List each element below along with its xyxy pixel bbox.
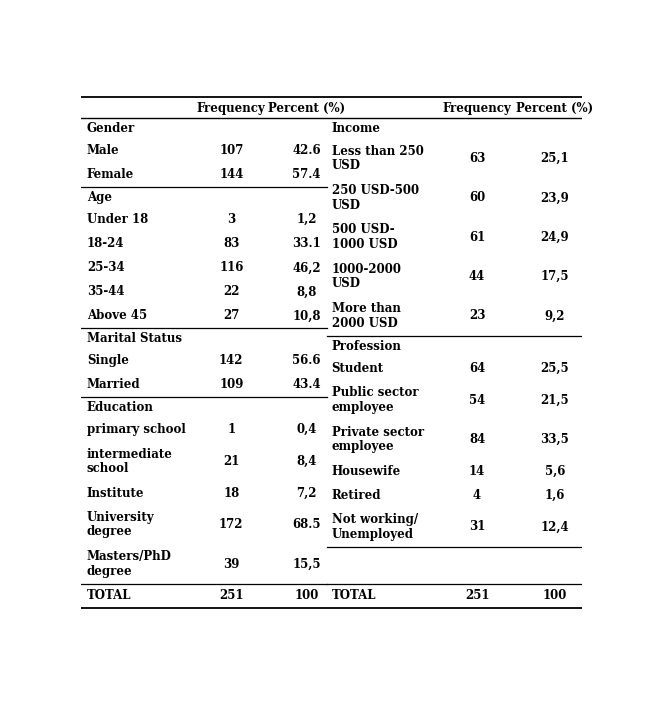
Text: 251: 251: [465, 589, 489, 602]
Text: Gender: Gender: [87, 122, 135, 136]
Text: Under 18: Under 18: [87, 213, 148, 226]
Text: 84: 84: [469, 433, 485, 446]
Text: Single: Single: [87, 354, 129, 367]
Text: 23: 23: [468, 310, 485, 322]
Text: 43.4: 43.4: [292, 378, 321, 391]
Text: 100: 100: [294, 589, 319, 602]
Text: Private sector
employee: Private sector employee: [332, 426, 424, 453]
Text: More than
2000 USD: More than 2000 USD: [332, 302, 400, 329]
Text: Profession: Profession: [332, 340, 401, 353]
Text: 54: 54: [469, 393, 485, 407]
Text: Above 45: Above 45: [87, 310, 147, 322]
Text: Not working/
Unemployed: Not working/ Unemployed: [332, 513, 418, 541]
Text: 144: 144: [219, 168, 243, 181]
Text: 1,6: 1,6: [545, 488, 565, 502]
Text: 27: 27: [223, 310, 239, 322]
Text: TOTAL: TOTAL: [332, 589, 376, 602]
Text: 25,5: 25,5: [540, 362, 569, 375]
Text: 61: 61: [469, 231, 485, 244]
Text: 25-34: 25-34: [87, 261, 124, 274]
Text: 63: 63: [469, 152, 485, 165]
Text: 60: 60: [469, 191, 485, 204]
Text: 25,1: 25,1: [540, 152, 569, 165]
Text: 0,4: 0,4: [296, 423, 316, 436]
Text: Percent (%): Percent (%): [516, 102, 593, 115]
Text: 68.5: 68.5: [292, 518, 321, 531]
Text: 1000-2000
USD: 1000-2000 USD: [332, 263, 402, 290]
Text: 109: 109: [219, 378, 243, 391]
Text: 107: 107: [219, 144, 243, 158]
Text: 42.6: 42.6: [292, 144, 321, 158]
Text: 24,9: 24,9: [540, 231, 569, 244]
Text: 8,4: 8,4: [296, 455, 316, 468]
Text: Frequency: Frequency: [197, 102, 266, 115]
Text: 100: 100: [543, 589, 567, 602]
Text: primary school: primary school: [87, 423, 186, 436]
Text: 3: 3: [227, 213, 236, 226]
Text: Married: Married: [87, 378, 140, 391]
Text: Frequency: Frequency: [443, 102, 511, 115]
Text: Less than 250
USD: Less than 250 USD: [332, 145, 424, 173]
Text: 116: 116: [219, 261, 243, 274]
Text: 172: 172: [219, 518, 243, 531]
Text: 21,5: 21,5: [540, 393, 569, 407]
Text: Female: Female: [87, 168, 134, 181]
Text: 10,8: 10,8: [292, 310, 321, 322]
Text: Public sector
employee: Public sector employee: [332, 386, 418, 414]
Text: 57.4: 57.4: [292, 168, 321, 181]
Text: 1,2: 1,2: [296, 213, 317, 226]
Text: 18-24: 18-24: [87, 237, 124, 250]
Text: Masters/PhD
degree: Masters/PhD degree: [87, 550, 171, 578]
Text: TOTAL: TOTAL: [87, 589, 131, 602]
Text: 39: 39: [223, 557, 239, 571]
Text: Marital Status: Marital Status: [87, 332, 182, 345]
Text: 4: 4: [473, 488, 481, 502]
Text: Education: Education: [87, 401, 154, 414]
Text: Age: Age: [87, 191, 112, 204]
Text: 17,5: 17,5: [540, 270, 569, 283]
Text: 500 USD-
1000 USD: 500 USD- 1000 USD: [332, 224, 397, 251]
Text: 14: 14: [469, 464, 485, 478]
Text: 15,5: 15,5: [292, 557, 321, 571]
Text: 23,9: 23,9: [540, 191, 569, 204]
Text: 83: 83: [223, 237, 239, 250]
Text: Housewife: Housewife: [332, 464, 401, 478]
Text: 5,6: 5,6: [545, 464, 565, 478]
Text: Student: Student: [332, 362, 384, 375]
Text: Percent (%): Percent (%): [268, 102, 345, 115]
Text: 64: 64: [469, 362, 485, 375]
Text: 18: 18: [223, 486, 239, 500]
Text: Retired: Retired: [332, 488, 381, 502]
Text: 33.1: 33.1: [292, 237, 321, 250]
Text: 46,2: 46,2: [292, 261, 321, 274]
Text: University
degree: University degree: [87, 511, 155, 538]
Text: 33,5: 33,5: [540, 433, 569, 446]
Text: 22: 22: [223, 285, 239, 298]
Text: 9,2: 9,2: [545, 310, 565, 322]
Text: 44: 44: [469, 270, 485, 283]
Text: 56.6: 56.6: [292, 354, 321, 367]
Text: 250 USD-500
USD: 250 USD-500 USD: [332, 184, 419, 212]
Text: Income: Income: [332, 122, 380, 136]
Text: 142: 142: [219, 354, 243, 367]
Text: Institute: Institute: [87, 486, 144, 500]
Text: 1: 1: [227, 423, 236, 436]
Text: 251: 251: [219, 589, 243, 602]
Text: 35-44: 35-44: [87, 285, 124, 298]
Text: intermediate
school: intermediate school: [87, 447, 173, 475]
Text: Male: Male: [87, 144, 120, 158]
Text: 31: 31: [469, 520, 485, 533]
Text: 8,8: 8,8: [296, 285, 316, 298]
Text: 7,2: 7,2: [296, 486, 317, 500]
Text: 12,4: 12,4: [540, 520, 569, 533]
Text: 21: 21: [223, 455, 239, 468]
